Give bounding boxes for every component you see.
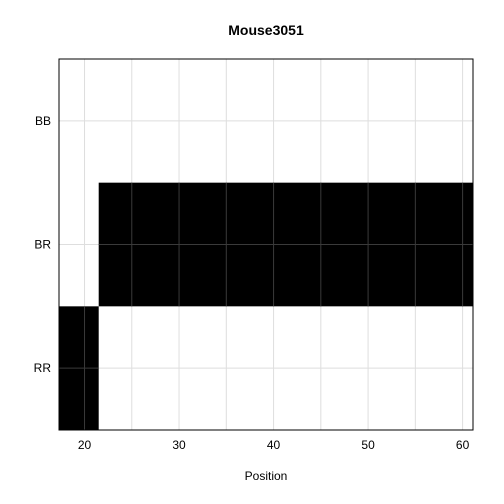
x-tick-60: 60 [456, 438, 470, 452]
x-tick-labels: 20 30 40 50 60 [78, 438, 470, 452]
x-tick-50: 50 [361, 438, 375, 452]
x-tick-30: 30 [172, 438, 186, 452]
plot-panel-border [58, 58, 474, 431]
x-axis-label: Position [245, 469, 288, 483]
y-tick-bb: BB [35, 114, 51, 128]
x-tick-40: 40 [267, 438, 281, 452]
x-tick-20: 20 [78, 438, 92, 452]
y-tick-br: BR [34, 238, 51, 252]
y-tick-rr: RR [34, 361, 52, 375]
chart-title: Mouse3051 [228, 22, 304, 38]
genotype-bars [59, 182, 473, 430]
y-tick-labels: BB BR RR [34, 114, 52, 375]
